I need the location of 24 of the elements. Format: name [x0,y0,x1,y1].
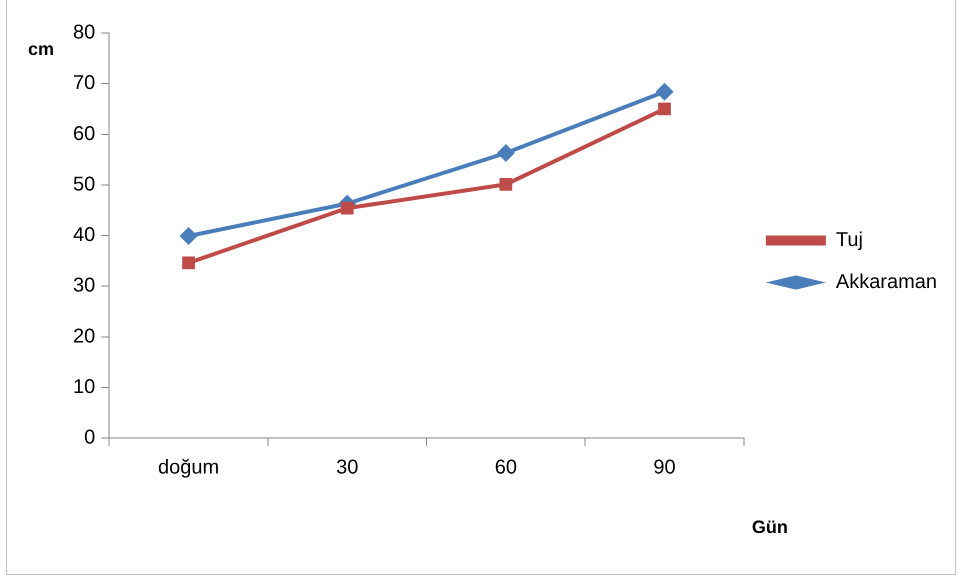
legend-label: Tuj [836,229,863,252]
y-tick-label: 20 [72,325,96,348]
x-axis-title: Gün [752,516,788,537]
y-tick-label: 10 [72,376,96,398]
y-tick-label: 40 [72,224,96,246]
point [658,102,671,116]
x-tick-label: 90 [653,456,676,479]
x-tick-label: 60 [494,456,517,479]
point [500,178,512,191]
x-tick-label: 30 [336,456,358,479]
y-tick-label: 0 [84,426,96,449]
point [340,202,354,215]
y-tick-label: 30 [72,274,96,297]
point [180,227,198,246]
point [496,144,515,162]
y-tick-label: 60 [72,122,96,145]
point [656,82,674,101]
point [182,256,195,270]
y-tick-label: 70 [72,72,96,94]
legend-label: Akkaraman [836,271,938,294]
y-tick-label: 80 [72,22,96,44]
y-tick-label: 50 [72,173,96,196]
x-tick-label: doğum [158,456,220,479]
y-axis-title: cm [28,38,54,59]
